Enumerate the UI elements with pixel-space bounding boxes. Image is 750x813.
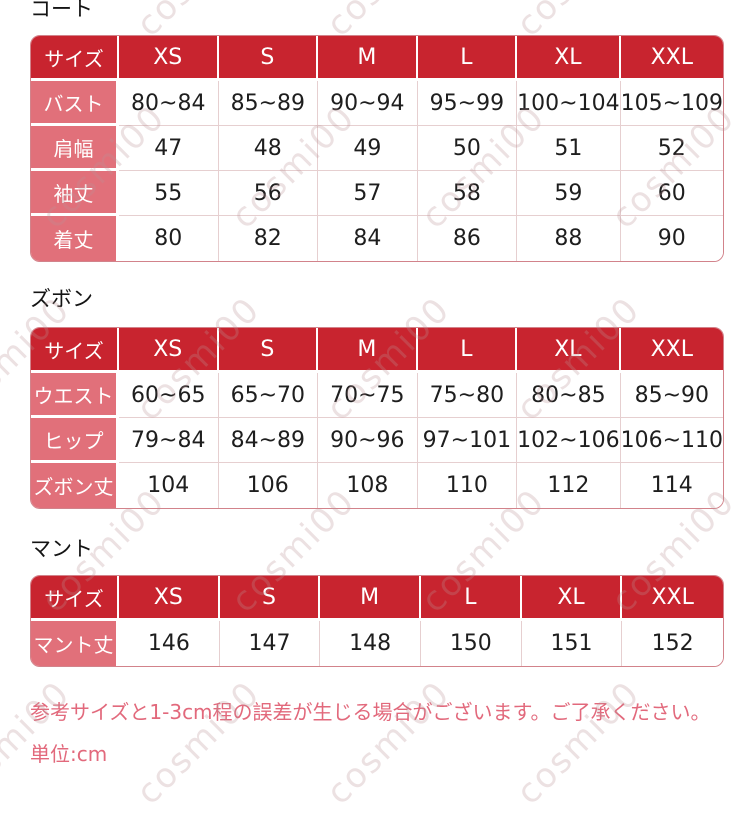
data-cell: 84 <box>318 216 418 261</box>
data-cell: 58 <box>417 171 518 216</box>
data-cell: 95~99 <box>417 81 518 126</box>
size-table-cape: サイズ XS S M L XL XXL マント丈 146 147 148 150 151 152 <box>30 575 724 667</box>
header-cell: XS <box>119 328 219 373</box>
data-cell: 85~90 <box>620 373 723 418</box>
data-cell: 80~84 <box>119 81 219 126</box>
header-cell: XS <box>119 576 220 621</box>
row-label-cell: ズボン丈 <box>31 463 119 508</box>
section-title-coat: コート <box>30 0 93 21</box>
unit-note: 単位:cm <box>30 742 108 766</box>
header-cell: XXL <box>620 328 723 373</box>
data-cell: 80 <box>119 216 219 261</box>
data-cell: 106 <box>218 463 319 508</box>
row-label-cell: ヒップ <box>31 418 119 463</box>
data-cell: 152 <box>622 621 723 666</box>
data-cell: 80~85 <box>517 373 621 418</box>
data-cell: 86 <box>417 216 518 261</box>
header-cell: XL <box>517 328 621 373</box>
data-cell: 82 <box>218 216 319 261</box>
watermark-text: cosmi00 <box>508 673 649 813</box>
data-cell: 47 <box>119 126 219 171</box>
section-title-cape: マント <box>30 537 93 561</box>
header-cell: サイズ <box>31 328 119 373</box>
data-cell: 79~84 <box>119 418 219 463</box>
header-cell: M <box>318 328 418 373</box>
row-label-cell: バスト <box>31 81 119 126</box>
data-cell: 104 <box>119 463 219 508</box>
data-cell: 55 <box>119 171 219 216</box>
data-cell: 102~106 <box>517 418 621 463</box>
header-cell: XXL <box>622 576 723 621</box>
row-label-cell: 肩幅 <box>31 126 119 171</box>
data-cell: 60 <box>620 171 723 216</box>
data-cell: 65~70 <box>218 373 319 418</box>
size-table-coat: サイズ XS S M L XL XXL バスト 80~84 85~89 90~94 95~99 100~… <box>30 35 724 262</box>
data-cell: 88 <box>517 216 621 261</box>
header-cell: XXL <box>620 36 723 81</box>
data-cell: 48 <box>218 126 319 171</box>
row-label-cell: 着丈 <box>31 216 119 261</box>
header-cell: S <box>218 328 319 373</box>
row-label-cell: 袖丈 <box>31 171 119 216</box>
data-cell: 84~89 <box>218 418 319 463</box>
data-cell: 51 <box>517 126 621 171</box>
data-cell: 100~104 <box>517 81 621 126</box>
header-cell: L <box>417 36 518 81</box>
data-cell: 90~94 <box>318 81 418 126</box>
data-cell: 112 <box>517 463 621 508</box>
header-cell: M <box>318 36 418 81</box>
data-cell: 52 <box>620 126 723 171</box>
header-cell: L <box>417 328 518 373</box>
data-cell: 75~80 <box>417 373 518 418</box>
data-cell: 106~110 <box>620 418 723 463</box>
data-cell: 90 <box>620 216 723 261</box>
data-cell: 108 <box>318 463 418 508</box>
data-cell: 97~101 <box>417 418 518 463</box>
data-cell: 49 <box>318 126 418 171</box>
data-cell: 147 <box>219 621 321 666</box>
header-cell: XS <box>119 36 219 81</box>
data-cell: 50 <box>417 126 518 171</box>
header-cell: S <box>218 36 319 81</box>
data-cell: 56 <box>218 171 319 216</box>
data-cell: 60~65 <box>119 373 219 418</box>
data-cell: 146 <box>119 621 220 666</box>
data-cell: 150 <box>420 621 522 666</box>
data-cell: 110 <box>417 463 518 508</box>
header-cell: サイズ <box>31 576 119 621</box>
header-cell: XL <box>517 36 621 81</box>
data-cell: 151 <box>521 621 623 666</box>
row-label-cell: ウエスト <box>31 373 119 418</box>
header-cell: S <box>219 576 321 621</box>
header-cell: L <box>420 576 522 621</box>
data-cell: 105~109 <box>620 81 723 126</box>
data-cell: 70~75 <box>318 373 418 418</box>
size-table-pants: サイズ XS S M L XL XXL ウエスト 60~65 65~70 70~75 75~80 80~… <box>30 327 724 509</box>
watermark-text: cosmi00 <box>318 673 459 813</box>
data-cell: 148 <box>320 621 421 666</box>
tolerance-disclaimer-note: 参考サイズと1-3cm程の誤差が生じる場合がございます。ご了承ください。 <box>30 700 711 724</box>
data-cell: 114 <box>620 463 723 508</box>
header-cell: XL <box>521 576 623 621</box>
header-cell: M <box>320 576 421 621</box>
data-cell: 85~89 <box>218 81 319 126</box>
watermark-text: cosmi00 <box>128 673 269 813</box>
row-label-cell: マント丈 <box>31 621 119 666</box>
data-cell: 57 <box>318 171 418 216</box>
section-title-pants: ズボン <box>30 287 93 311</box>
data-cell: 90~96 <box>318 418 418 463</box>
header-cell: サイズ <box>31 36 119 81</box>
data-cell: 59 <box>517 171 621 216</box>
